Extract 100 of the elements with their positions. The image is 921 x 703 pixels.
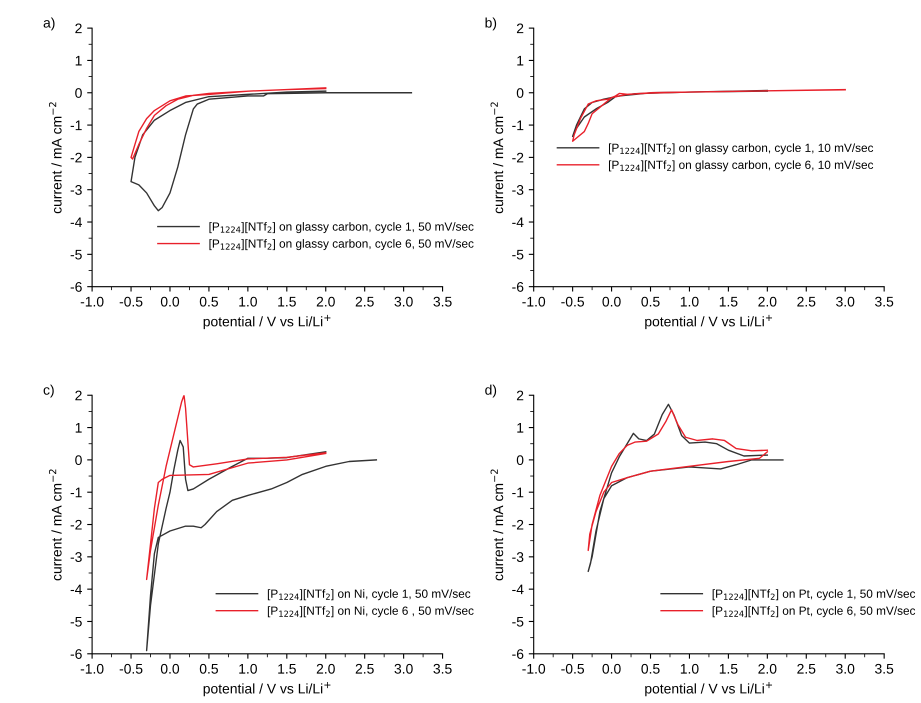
x-tick-label: 2.5 xyxy=(797,296,816,307)
y-tick-label: -2 xyxy=(512,520,524,530)
y-tick-label: 0 xyxy=(516,88,524,98)
y-tick-label: 0 xyxy=(516,455,524,466)
legend-label: [P$_{1224}$][NTf$_{2}$] on Ni, cycle 1, 50 mV/sec xyxy=(268,589,470,600)
legend-label: [P$_{1224}$][NTf$_{2}$] on glassy carbon, cycle 1, 50 mV/sec xyxy=(209,222,474,234)
x-tick-label: 2.5 xyxy=(797,664,816,674)
y-tick-label: -6 xyxy=(70,649,82,659)
y-tick-label: -1 xyxy=(512,488,524,498)
y-tick-label: -2 xyxy=(70,520,82,530)
y-tick-label: 1 xyxy=(76,423,82,433)
x-tick-label: 1.5 xyxy=(720,664,738,674)
y-tick-label: 0 xyxy=(75,455,82,466)
x-tick-label: 0.5 xyxy=(200,296,218,307)
y-tick-label: -3 xyxy=(512,552,524,562)
x-tick-label: -0.5 xyxy=(561,664,584,674)
x-tick-label: 1.5 xyxy=(278,296,296,307)
x-tick-label: 3.5 xyxy=(875,664,894,674)
x-tick-label: 1.0 xyxy=(680,664,699,674)
y-axis-title: current / mA cm$^{−2}$ xyxy=(48,469,62,580)
chart-title: d) xyxy=(485,384,496,398)
x-tick-label: 0.5 xyxy=(200,664,218,674)
x-tick-label: 1.5 xyxy=(720,296,738,307)
y-tick-label: 1 xyxy=(76,56,82,66)
line-series xyxy=(130,90,412,212)
chart-title: c) xyxy=(44,384,54,398)
y-tick-label: -5 xyxy=(512,616,524,627)
line-series xyxy=(588,404,784,572)
y-tick-label: -3 xyxy=(70,185,82,195)
x-tick-label: 2.5 xyxy=(356,664,374,674)
y-tick-label: -6 xyxy=(512,649,524,659)
x-tick-label: 3.0 xyxy=(836,664,854,674)
x-tick-label: -1.0 xyxy=(522,664,546,674)
y-tick-label: -6 xyxy=(70,282,82,292)
y-tick-label: -3 xyxy=(512,185,524,195)
x-tick-label: 1.0 xyxy=(680,296,699,307)
y-tick-label: 2 xyxy=(516,23,524,34)
y-tick-label: -4 xyxy=(70,584,82,594)
y-tick-label: -1 xyxy=(70,488,82,498)
y-tick-label: 1 xyxy=(517,423,524,433)
x-tick-label: 3.0 xyxy=(394,664,413,674)
y-axis-title: current / mA cm$^{−2}$ xyxy=(490,469,504,580)
y-tick-label: 2 xyxy=(516,390,524,400)
x-tick-label: 2.0 xyxy=(758,296,776,307)
y-tick-label: -4 xyxy=(70,218,82,228)
y-tick-label: -6 xyxy=(512,282,524,292)
x-tick-label: 2.0 xyxy=(316,664,335,674)
y-tick-label: -2 xyxy=(512,152,524,162)
line-series xyxy=(588,409,768,552)
x-tick-label: 3.5 xyxy=(875,296,894,307)
legend-label: [P$_{1224}$][NTf$_{2}$] on glassy carbon, cycle 1, 10 mV/sec xyxy=(608,143,874,154)
y-tick-label: -5 xyxy=(70,250,82,260)
x-tick-label: 2.0 xyxy=(316,296,335,307)
x-tick-label: 0.0 xyxy=(602,296,621,307)
chart-title: a) xyxy=(44,17,55,30)
x-tick-label: -0.5 xyxy=(561,296,584,307)
x-tick-label: -1.0 xyxy=(80,296,104,307)
legend-label: [P$_{1224}$][NTf$_{2}$] on glassy carbon, cycle 6, 50 mV/sec xyxy=(209,239,474,250)
y-tick-label: -1 xyxy=(512,120,524,130)
x-tick-label: -0.5 xyxy=(120,296,142,307)
x-tick-label: 1.5 xyxy=(278,664,296,674)
x-tick-label: 3.0 xyxy=(394,296,413,307)
legend-label: [P$_{1224}$][NTf$_{2}$] on Pt, cycle 1, 50 mV/sec xyxy=(712,589,916,600)
line-series xyxy=(146,395,326,580)
y-tick-label: -4 xyxy=(512,584,524,594)
x-axis-title: potential / V vs Li/Li$^{+}$ xyxy=(204,314,330,330)
x-tick-label: -1.0 xyxy=(80,664,104,674)
y-tick-label: -2 xyxy=(70,152,82,162)
x-tick-label: 0.0 xyxy=(160,664,180,674)
x-tick-label: 3.5 xyxy=(433,664,452,674)
x-tick-label: -1.0 xyxy=(522,296,546,307)
y-tick-label: -5 xyxy=(512,250,524,260)
x-axis-title: potential / V vs Li/Li$^{+}$ xyxy=(204,682,330,696)
line-series xyxy=(572,88,846,142)
y-tick-label: -5 xyxy=(70,616,82,627)
y-axis-title: current / mA cm$^{−2}$ xyxy=(490,102,504,214)
x-tick-label: 1.0 xyxy=(239,664,257,674)
x-axis-title: potential / V vs Li/Li$^{+}$ xyxy=(645,682,772,696)
y-tick-label: -4 xyxy=(512,218,524,228)
x-tick-label: 2.0 xyxy=(758,664,776,674)
x-tick-label: -0.5 xyxy=(120,664,142,674)
x-tick-label: 3.0 xyxy=(836,296,854,307)
legend-label: [P$_{1224}$][NTf$_{2}$] on Ni, cycle 6 , 50 mV/sec xyxy=(268,606,474,618)
x-tick-label: 0.0 xyxy=(602,664,621,674)
y-axis-title: current / mA cm$^{−2}$ xyxy=(48,102,62,214)
y-tick-label: -1 xyxy=(70,120,82,130)
x-tick-label: 2.5 xyxy=(356,296,374,307)
x-axis-title: potential / V vs Li/Li$^{+}$ xyxy=(645,314,772,330)
line-series xyxy=(130,87,326,160)
x-tick-label: 0.5 xyxy=(641,296,660,307)
x-tick-label: 1.0 xyxy=(239,296,257,307)
y-tick-label: 0 xyxy=(75,88,82,98)
chart-title: b) xyxy=(486,17,496,30)
x-tick-label: 0.0 xyxy=(160,296,180,307)
legend-label: [P$_{1224}$][NTf$_{2}$] on glassy carbon, cycle 6, 10 mV/sec xyxy=(608,160,874,172)
y-tick-label: 2 xyxy=(75,390,82,400)
y-tick-label: 2 xyxy=(75,23,82,34)
x-tick-label: 0.5 xyxy=(641,664,660,674)
y-tick-label: -3 xyxy=(70,552,82,562)
x-tick-label: 3.5 xyxy=(433,296,452,307)
